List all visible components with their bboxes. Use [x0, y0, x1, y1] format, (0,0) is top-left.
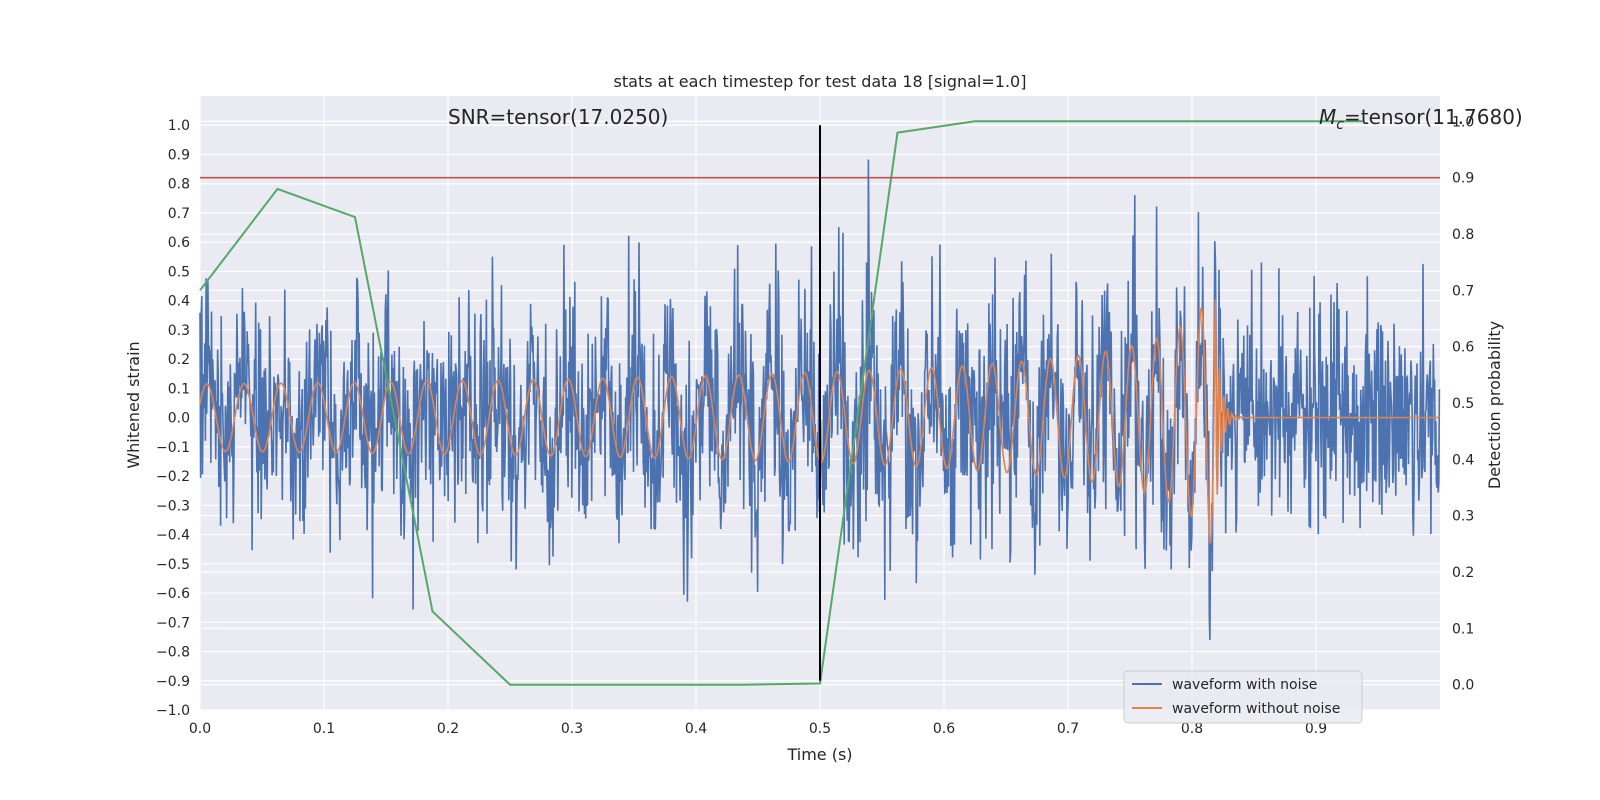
y2-tick-label: 0.8 [1452, 227, 1474, 243]
y-tick-label: 0.6 [168, 235, 190, 251]
chirp-mass-value: =tensor(11.7680) [1344, 105, 1523, 129]
y-tick-label: 1.0 [168, 118, 190, 134]
x-tick-label: 0.9 [1305, 721, 1327, 737]
x-tick-label: 0.6 [933, 721, 955, 737]
y2-axis-title: Detection probability [1485, 321, 1504, 489]
y-tick-label: −0.8 [156, 645, 190, 661]
x-tick-label: 0.1 [313, 721, 335, 737]
y-tick-label: 0.8 [168, 177, 190, 193]
detection-probability-line [199, 120, 1363, 686]
y2-tick-label: 0.7 [1452, 283, 1474, 299]
x-tick-label: 0.5 [809, 721, 831, 737]
y2-tick-label: 0.5 [1452, 396, 1474, 412]
y-tick-label: 0.2 [168, 352, 190, 368]
x-tick-label: 0.8 [1181, 721, 1203, 737]
chart-title: stats at each timestep for test data 18 … [614, 72, 1027, 91]
chirp-mass-annotation: Mc=tensor(11.7680) [1319, 105, 1523, 133]
y2-tick-label: 0.1 [1452, 621, 1474, 637]
y2-tick-labels: 0.0 0.1 0.2 0.3 0.4 0.5 0.6 0.7 0.8 0.9 1.0 [1452, 114, 1474, 693]
legend-box [1123, 670, 1363, 724]
y2-tick-label: 0.0 [1452, 678, 1474, 694]
y-tick-label: 0.0 [168, 411, 190, 427]
y2-tick-label: 0.3 [1452, 509, 1474, 525]
legend-label-noisy: waveform with noise [1172, 677, 1317, 693]
x-tick-label: 0.0 [189, 721, 211, 737]
y-tick-label: −0.3 [156, 498, 190, 514]
legend: waveform with noise waveform without noi… [1123, 670, 1363, 724]
y2-tick-label: 0.2 [1452, 565, 1474, 581]
y2-tick-label: 0.4 [1452, 452, 1474, 468]
snr-annotation: SNR=tensor(17.0250) [448, 105, 668, 129]
x-tick-label: 0.4 [685, 721, 707, 737]
x-tick-label: 0.3 [561, 721, 583, 737]
y-tick-label: −0.2 [156, 469, 190, 485]
y-tick-label: −0.7 [156, 615, 190, 631]
y-tick-label: 0.9 [168, 147, 190, 163]
y2-tick-label: 0.6 [1452, 340, 1474, 356]
y-tick-label: 0.7 [168, 206, 190, 222]
y-tick-label: 0.1 [168, 381, 190, 397]
y-axis-title: Whitened strain [124, 341, 143, 468]
y-tick-label: −0.1 [156, 440, 190, 456]
y-tick-label: 0.4 [168, 294, 190, 310]
x-tick-label: 0.7 [1057, 721, 1079, 737]
y-tick-label: −0.5 [156, 557, 190, 573]
y-tick-label: 0.3 [168, 323, 190, 339]
y-tick-label: 0.5 [168, 264, 190, 280]
y-tick-label: −0.6 [156, 586, 190, 602]
detection-probability-series [199, 120, 1363, 686]
y-tick-label: −0.4 [156, 528, 190, 544]
chirp-mass-symbol: M [1319, 105, 1336, 129]
y-tick-label: −1.0 [156, 703, 190, 719]
x-axis-title: Time (s) [786, 745, 852, 764]
y2-tick-label: 0.9 [1452, 171, 1474, 187]
legend-label-clean: waveform without noise [1172, 701, 1340, 717]
y-tick-label: −0.9 [156, 674, 190, 690]
chirp-mass-subscript: c [1336, 117, 1344, 133]
y-tick-labels: −1.0 −0.9 −0.8 −0.7 −0.6 −0.5 −0.4 −0.3 −0.2 −0.1… [156, 118, 190, 719]
x-tick-label: 0.2 [437, 721, 459, 737]
x-tick-labels: 0.0 0.1 0.2 0.3 0.4 0.5 0.6 0.7 0.8 0.9 [189, 721, 1327, 737]
y2-tick-label: 1.0 [1452, 114, 1474, 130]
